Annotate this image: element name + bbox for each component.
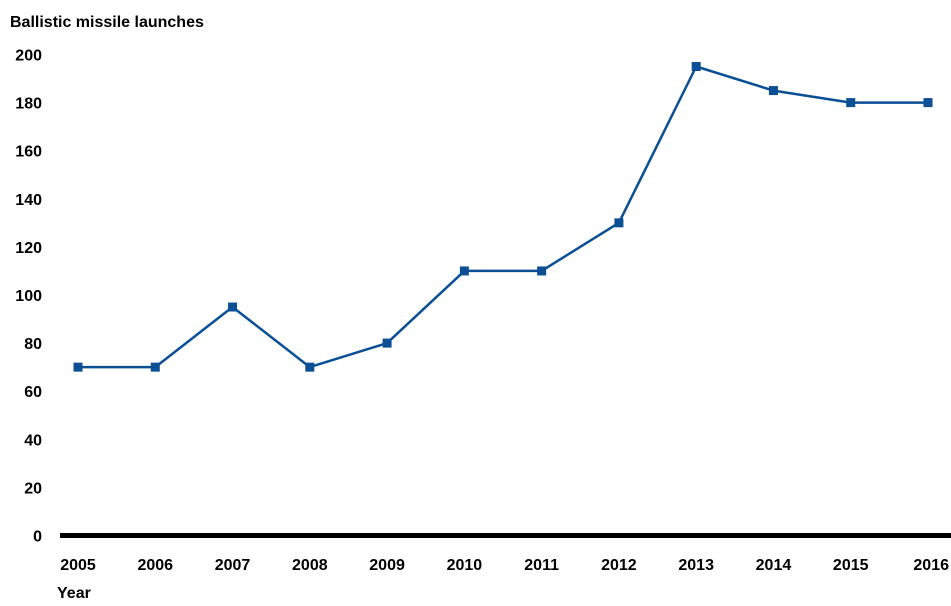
data-point-marker [614, 218, 624, 228]
series-group [73, 62, 933, 372]
data-point-marker [305, 362, 315, 372]
y-tick-label: 100 [15, 288, 42, 305]
x-tick-label: 2009 [369, 557, 405, 574]
x-tick-label: 2013 [678, 557, 714, 574]
x-tick-label: 2011 [524, 557, 559, 574]
x-tick-label: 2008 [292, 557, 328, 574]
y-tick-label: 40 [24, 432, 42, 449]
data-point-marker [150, 362, 160, 372]
y-tick-labels: 0 20 40 60 80 100 120 140 160 180 200 [15, 48, 42, 546]
x-tick-label: 2014 [756, 557, 792, 574]
y-tick-label: 20 [24, 480, 42, 497]
x-tick-label: 2005 [60, 557, 96, 574]
y-tick-label: 80 [24, 336, 42, 353]
y-tick-label: 180 [15, 96, 42, 113]
y-tick-label: 60 [24, 384, 42, 401]
data-point-marker [768, 86, 778, 96]
data-point-marker [382, 338, 392, 348]
y-tick-label: 140 [15, 192, 42, 209]
x-tick-labels: 2005 2006 2007 2008 2009 2010 2011 2012 2013 2014… [60, 557, 949, 574]
data-point-marker [459, 266, 469, 276]
x-tick-label: 2012 [601, 557, 637, 574]
data-point-marker [846, 98, 856, 108]
x-axis-title: Year [57, 585, 91, 601]
x-tick-label: 2007 [215, 557, 251, 574]
y-tick-label: 160 [15, 144, 42, 161]
y-tick-label: 120 [15, 240, 42, 257]
data-point-marker [73, 362, 83, 372]
y-tick-label: 200 [15, 48, 42, 65]
data-point-marker [923, 98, 933, 108]
x-tick-label: 2015 [833, 557, 869, 574]
x-tick-label: 2016 [913, 557, 949, 574]
y-tick-label: 0 [33, 529, 42, 546]
x-tick-label: 2010 [447, 557, 483, 574]
y-axis-title: Ballistic missile launches [10, 14, 204, 31]
series-line [78, 65, 928, 369]
data-point-marker [537, 266, 547, 276]
data-point-marker [691, 62, 701, 72]
data-point-marker [228, 302, 238, 312]
x-tick-label: 2006 [137, 557, 173, 574]
